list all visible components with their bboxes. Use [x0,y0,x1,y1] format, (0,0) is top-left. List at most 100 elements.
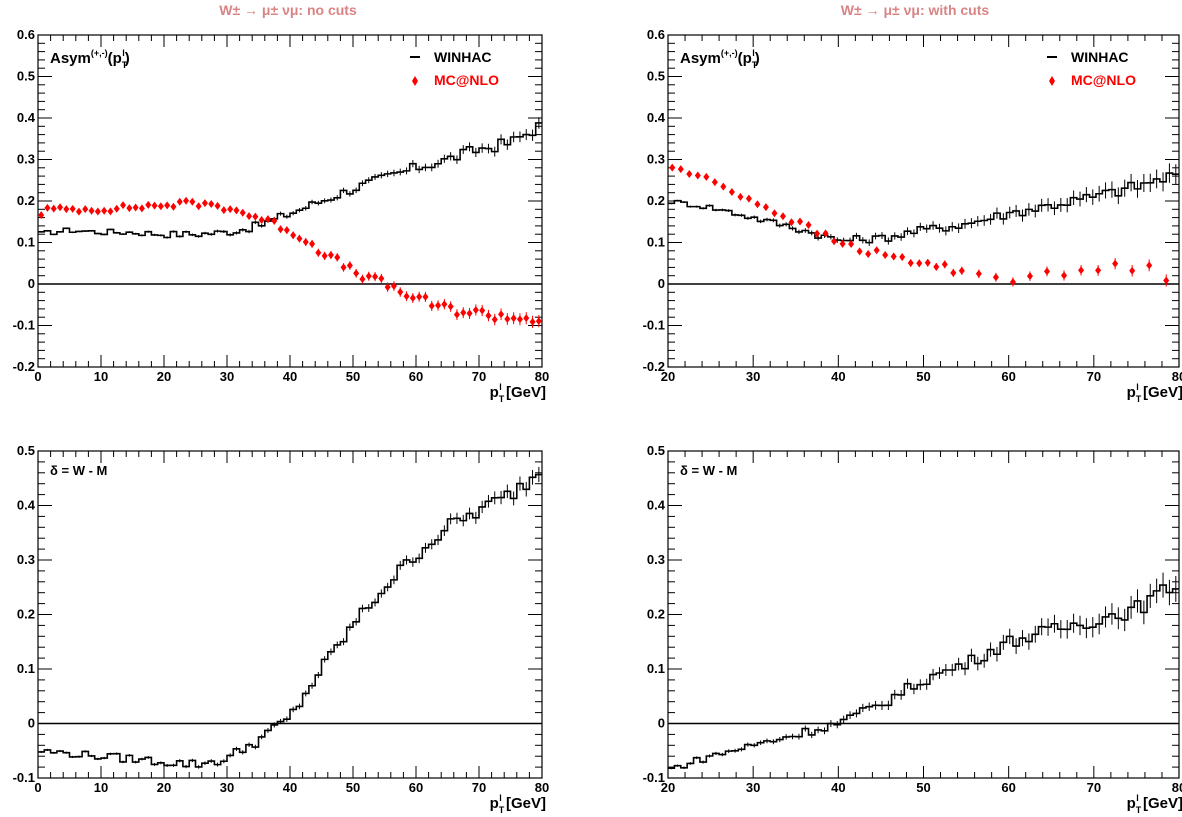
mcnlo-point [120,201,127,210]
mcnlo-point [359,275,366,284]
mcnlo-point [239,208,246,217]
mcnlo-point [416,292,423,301]
mcnlo-point [397,288,404,297]
x-tick-label: 0 [34,780,41,795]
y-tick-label: 0.2 [17,607,35,622]
mcnlo-point [94,207,101,216]
mcnlo-point [1112,259,1119,268]
legend-mcnlo-marker [1049,76,1055,86]
mcnlo-point [50,204,57,213]
mcnlo-point [44,203,51,212]
y-tick-label: 0.4 [17,110,36,125]
y-tick-label: -0.2 [643,359,665,374]
mcnlo-point [170,202,177,211]
x-tick-label: 10 [94,369,108,384]
mcnlo-point [504,315,511,324]
y-tick-label: -0.1 [643,318,665,333]
mcnlo-point [466,309,473,318]
y-tick-label: 0.6 [17,27,35,42]
mcnlo-point [1009,277,1016,286]
x-tick-label: 70 [472,780,486,795]
mcnlo-point [686,170,693,179]
x-tick-label: 60 [1001,369,1015,384]
chart-delta-withcuts: 20 30 40 50 60 70 80 -0.1 0 0.1 0.2 0.3 0.4 0.5 pTl [G… [643,443,1182,815]
mcnlo-point [365,272,372,281]
legend-mcnlo-marker [412,76,418,86]
x-axis-label: pTl [GeV] [490,793,546,815]
x-tick-label: 80 [535,780,549,795]
histogram-line [38,473,542,768]
y-tick-label: 0.1 [647,235,665,250]
mcnlo-point [296,234,303,243]
mcnlo-point [113,204,120,213]
mcnlo-point [831,237,838,246]
series-winhac [668,163,1179,246]
x-tick-label: 70 [1087,369,1101,384]
mcnlo-point [711,178,718,187]
mcnlo-point [941,260,948,269]
x-tick-label: 70 [1087,780,1101,795]
x-axis-label: pTl [GeV] [490,382,546,404]
left-panel-title: W± → μ± νμ: no cuts [219,2,357,18]
y-tick-label: 0.4 [647,110,666,125]
mcnlo-point [516,315,523,324]
y-tick-label: 0.2 [17,193,35,208]
mcnlo-point [694,171,701,180]
mcnlo-point [882,250,889,259]
mcnlo-point [873,246,880,255]
histogram-line [668,172,1179,244]
mcnlo-point [334,253,341,262]
x-tick-label: 40 [283,369,297,384]
mcnlo-point [409,293,416,302]
chart-asym-withcuts: 20 30 40 50 60 70 80 -0.2 -0.1 0 0.1 0.2 0.3 0.4 0.5 0.… [643,27,1182,404]
y-tick-label: 0 [658,276,665,291]
mcnlo-point [1026,272,1033,281]
mcnlo-point [258,215,265,224]
mcnlo-point [63,205,70,214]
y-tick-label: 0.5 [647,443,665,458]
mcnlo-point [195,202,202,211]
mcnlo-point [264,215,271,224]
mcnlo-point [479,306,486,315]
mcnlo-point [75,207,82,216]
x-tick-label: 80 [535,369,549,384]
mcnlo-point [529,317,536,326]
plot-label: δ = W - M [680,463,737,478]
x-tick-label: 50 [346,369,360,384]
mcnlo-point [485,311,492,320]
mcnlo-point [390,282,397,291]
x-tick-label: 80 [1172,369,1182,384]
mcnlo-point [189,197,196,206]
series-- [38,466,542,769]
y-tick-label: 0 [658,716,665,731]
legend-mcnlo-label: MC@NLO [434,72,499,88]
mcnlo-point [669,163,676,172]
mcnlo-point [126,204,133,213]
mcnlo-point [788,218,795,227]
y-tick-label: 0.3 [647,552,665,567]
mcnlo-point [157,202,164,211]
mcnlo-point [762,203,769,212]
mcnlo-point [728,187,735,196]
mcnlo-point [138,204,145,213]
mcnlo-point [315,248,322,257]
mcnlo-point [754,200,761,209]
x-tick-label: 50 [916,369,930,384]
mcnlo-point [208,199,215,208]
y-tick-label: 0.4 [17,498,36,513]
plot-label: Asym(+,-)(pTl) [50,48,130,70]
mcnlo-point [176,197,183,206]
mcnlo-point [510,314,517,323]
x-tick-label: 20 [661,780,675,795]
y-tick-label: 0.1 [17,661,35,676]
mcnlo-point [848,239,855,248]
y-tick-label: -0.1 [643,770,665,785]
mcnlo-point [277,225,284,234]
x-tick-label: 20 [157,780,171,795]
mcnlo-point [428,301,435,310]
mcnlo-point [890,252,897,261]
mcnlo-point [856,247,863,256]
mcnlo-point [384,283,391,292]
y-tick-label: 0.3 [17,552,35,567]
mcnlo-point [145,200,152,209]
